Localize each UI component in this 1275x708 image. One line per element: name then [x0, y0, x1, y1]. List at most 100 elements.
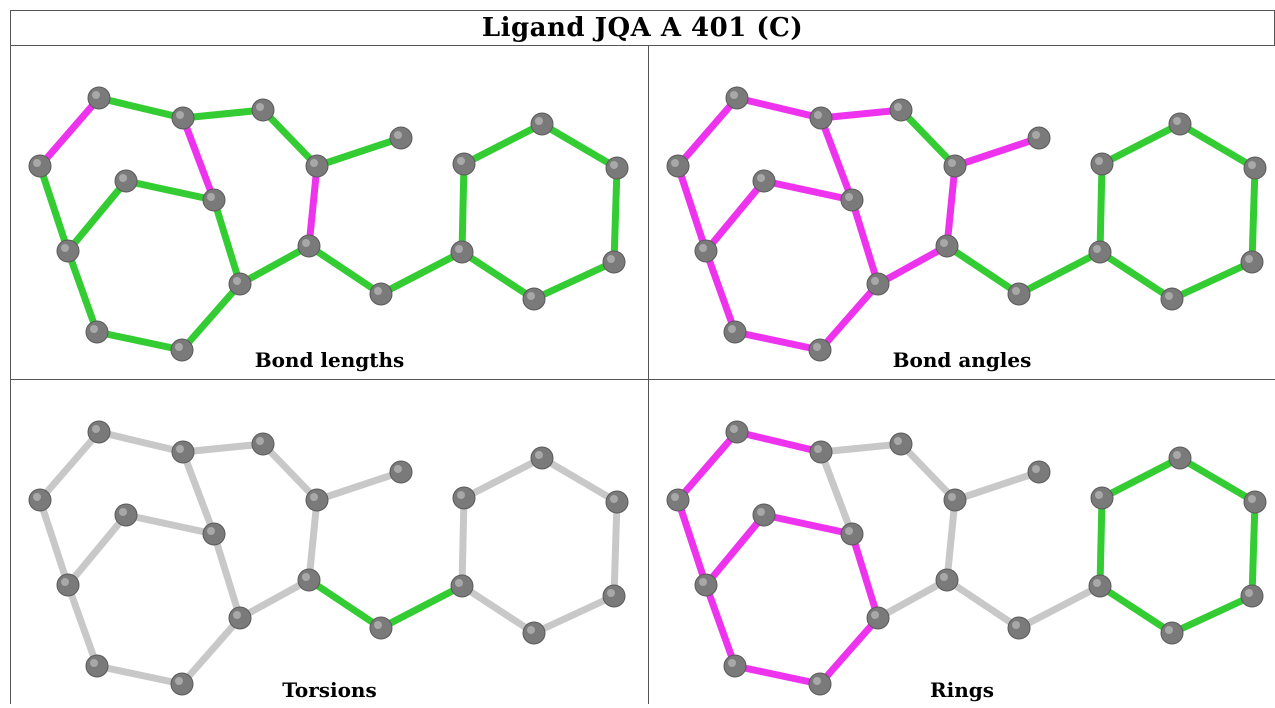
- atom-highlight-a15: [455, 579, 463, 587]
- atom-highlight-a14: [374, 287, 382, 295]
- atom-a4: [87, 86, 111, 110]
- atom-highlight-a17: [535, 117, 543, 125]
- atom-highlight-a9: [233, 611, 241, 619]
- atom-a14: [1007, 616, 1031, 640]
- atom-a15: [1088, 574, 1112, 598]
- bond-a10-a3: [179, 448, 218, 538]
- atom-highlight-a7: [728, 325, 736, 333]
- atom-highlight-a1: [948, 493, 956, 501]
- atom-a13: [935, 234, 959, 258]
- bond-a18-a19: [610, 498, 621, 600]
- atom-highlight-a2: [894, 103, 902, 111]
- atom-a7: [85, 654, 109, 678]
- atom-a7: [85, 320, 109, 344]
- atom-highlight-a3: [814, 111, 822, 119]
- bond-a2-a1: [259, 106, 321, 170]
- bond-a5-a6: [36, 496, 72, 589]
- bond-a9-a13: [874, 576, 951, 622]
- atom-a4: [725, 86, 749, 110]
- atom-a20: [1160, 287, 1184, 311]
- atom-a19: [1240, 584, 1264, 608]
- bond-a5-a6: [674, 496, 710, 589]
- atom-highlight-a6: [699, 578, 707, 586]
- atom-highlight-a11: [119, 174, 127, 182]
- atom-highlight-a9: [233, 277, 241, 285]
- bond-a19-a20: [1168, 258, 1256, 303]
- bond-a18-a19: [1248, 498, 1259, 600]
- bond-a5-a4: [36, 94, 103, 170]
- atom-highlight-a17: [1173, 117, 1181, 125]
- caption-rings: Rings: [929, 678, 994, 702]
- molecule-bond-lengths: [28, 86, 629, 362]
- bond-a5-a4: [674, 428, 741, 504]
- atom-a6: [56, 239, 80, 263]
- atom-a11: [114, 169, 138, 193]
- center-divider: [648, 46, 649, 704]
- atom-a4: [87, 420, 111, 444]
- bond-a6-a7: [702, 581, 739, 670]
- atom-highlight-a4: [730, 91, 738, 99]
- bond-a1-a13: [943, 162, 959, 250]
- atom-a18: [1243, 156, 1267, 180]
- atom-highlight-a6: [699, 244, 707, 252]
- atom-highlight-a7: [90, 659, 98, 667]
- atom-a2: [251, 432, 275, 456]
- atom-a17: [530, 446, 554, 470]
- atom-highlight-a8: [175, 677, 183, 685]
- molecule-bond-angles: [666, 86, 1267, 362]
- atom-a2: [251, 98, 275, 122]
- bond-a8-a9: [178, 280, 244, 354]
- atom-a20: [522, 621, 546, 645]
- bond-a3-a2: [817, 106, 905, 122]
- bond-a1-a12: [951, 134, 1043, 170]
- atom-highlight-a15: [455, 245, 463, 253]
- bond-a7-a8: [93, 662, 186, 688]
- bond-a11-a6: [64, 177, 130, 255]
- bond-a14-a15: [1015, 248, 1104, 298]
- bond-a11-a6: [702, 511, 768, 589]
- bond-a5-a4: [674, 94, 741, 170]
- atom-a5: [28, 154, 52, 178]
- atom-a15: [450, 574, 474, 598]
- atom-a1: [943, 154, 967, 178]
- atom-highlight-a10: [207, 193, 215, 201]
- bond-a15-a16: [458, 160, 468, 256]
- atom-a1: [943, 488, 967, 512]
- bond-a15-a16: [1096, 160, 1106, 256]
- molecule-torsions: [28, 420, 629, 696]
- bond-a1-a13: [305, 162, 321, 250]
- atom-a10: [840, 522, 864, 546]
- caption-bond-angles: Bond angles: [892, 348, 1032, 372]
- atom-highlight-a10: [845, 527, 853, 535]
- atom-a17: [530, 112, 554, 136]
- bond-a9-a10: [848, 196, 882, 288]
- panel-bond-lengths: Bond lengths: [11, 46, 648, 379]
- atom-highlight-a19: [1245, 589, 1253, 597]
- caption-bond-lengths: Bond lengths: [254, 348, 405, 372]
- bond-a5-a6: [36, 162, 72, 255]
- atom-highlight-a13: [302, 239, 310, 247]
- atom-highlight-a9: [871, 611, 879, 619]
- bond-a19-a20: [530, 592, 618, 637]
- bond-a11-a6: [702, 177, 768, 255]
- atom-a5: [666, 488, 690, 512]
- atom-a13: [297, 568, 321, 592]
- atom-highlight-a5: [33, 159, 41, 167]
- bond-a4-a3: [95, 428, 187, 456]
- bond-a3-a2: [179, 440, 267, 456]
- row-divider: [10, 379, 1275, 380]
- bond-a15-a16: [458, 494, 468, 590]
- bond-a17-a18: [1176, 120, 1259, 172]
- atom-a3: [171, 440, 195, 464]
- atom-a2: [889, 98, 913, 122]
- bond-a7-a8: [731, 662, 824, 688]
- atom-a11: [752, 503, 776, 527]
- atom-a7: [723, 654, 747, 678]
- atom-highlight-a3: [814, 445, 822, 453]
- atom-a9: [866, 606, 890, 630]
- atom-a16: [452, 152, 476, 176]
- atom-a16: [1090, 486, 1114, 510]
- atom-a13: [297, 234, 321, 258]
- bond-a11-a6: [64, 511, 130, 589]
